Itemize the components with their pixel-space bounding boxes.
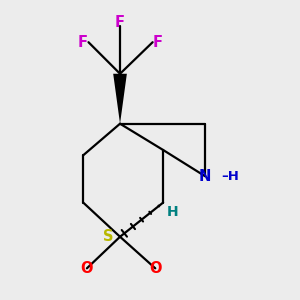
Text: H: H xyxy=(167,205,178,219)
Text: F: F xyxy=(153,35,163,50)
Text: F: F xyxy=(77,35,87,50)
Text: F: F xyxy=(115,15,125,30)
Text: –H: –H xyxy=(221,170,239,183)
Text: O: O xyxy=(149,261,161,276)
Polygon shape xyxy=(113,74,127,124)
Text: O: O xyxy=(81,261,93,276)
Text: N: N xyxy=(199,169,211,184)
Text: S: S xyxy=(103,229,114,244)
